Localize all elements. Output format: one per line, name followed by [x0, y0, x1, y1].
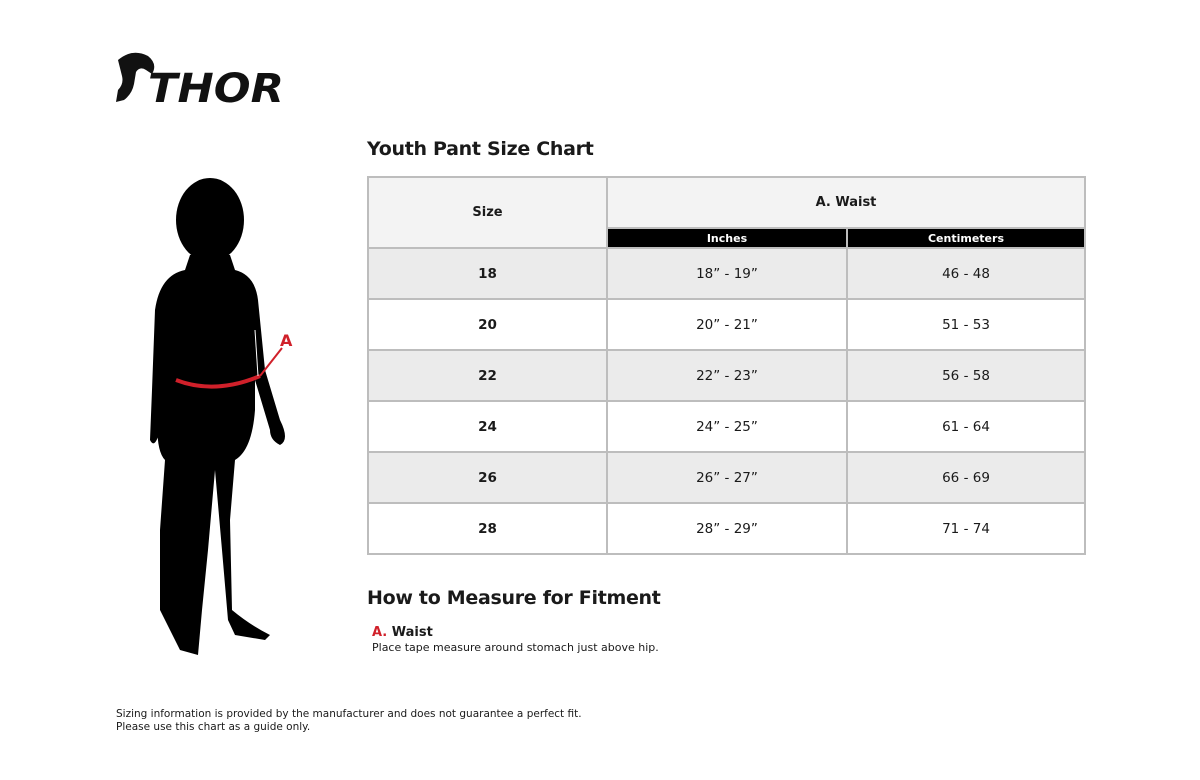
disclaimer-line: Please use this chart as a guide only.: [116, 721, 311, 733]
waist-marker-label: A: [280, 331, 293, 350]
table-row: 26 26” - 27” 66 - 69: [367, 451, 1086, 504]
size-cell: 26: [367, 451, 608, 504]
cm-cell: 56 - 58: [846, 349, 1086, 402]
measure-name: Waist: [391, 625, 433, 640]
measure-item-waist: A. Waist Place tape measure around stoma…: [372, 625, 659, 654]
table-row: 24 24” - 25” 61 - 64: [367, 400, 1086, 453]
centimeters-header: Centimeters: [846, 227, 1086, 249]
inches-cell: 24” - 25”: [606, 400, 848, 453]
size-cell: 20: [367, 298, 608, 351]
cm-cell: 61 - 64: [846, 400, 1086, 453]
cm-cell: 46 - 48: [846, 247, 1086, 300]
measure-letter: A.: [372, 625, 388, 640]
table-row: 22 22” - 23” 56 - 58: [367, 349, 1086, 402]
chart-title: Youth Pant Size Chart: [367, 138, 594, 160]
inches-cell: 22” - 23”: [606, 349, 848, 402]
size-table: Size A. Waist Inches Centimeters 18 18” -…: [367, 176, 1086, 555]
inches-cell: 18” - 19”: [606, 247, 848, 300]
cm-cell: 71 - 74: [846, 502, 1086, 555]
table-row: 28 28” - 29” 71 - 74: [367, 502, 1086, 555]
svg-text:THOR: THOR: [148, 66, 284, 108]
cm-cell: 66 - 69: [846, 451, 1086, 504]
measure-description: Place tape measure around stomach just a…: [372, 641, 659, 654]
size-cell: 22: [367, 349, 608, 402]
waist-header: A. Waist: [606, 176, 1086, 229]
thor-logo: THOR: [116, 52, 284, 108]
inches-cell: 28” - 29”: [606, 502, 848, 555]
size-cell: 24: [367, 400, 608, 453]
disclaimer-line: Sizing information is provided by the ma…: [116, 708, 582, 720]
inches-cell: 26” - 27”: [606, 451, 848, 504]
inches-cell: 20” - 21”: [606, 298, 848, 351]
child-silhouette: A: [150, 178, 293, 655]
how-to-title: How to Measure for Fitment: [367, 587, 661, 609]
table-row: 20 20” - 21” 51 - 53: [367, 298, 1086, 351]
disclaimer: Sizing information is provided by the ma…: [116, 708, 582, 734]
size-header: Size: [367, 176, 608, 249]
size-cell: 28: [367, 502, 608, 555]
table-row: 18 18” - 19” 46 - 48: [367, 247, 1086, 300]
size-cell: 18: [367, 247, 608, 300]
inches-header: Inches: [606, 227, 848, 249]
cm-cell: 51 - 53: [846, 298, 1086, 351]
